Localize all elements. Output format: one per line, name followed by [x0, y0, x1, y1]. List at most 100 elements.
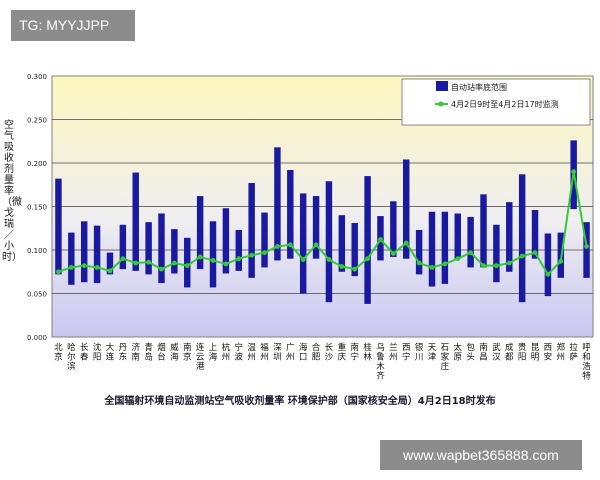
range-bar: [145, 222, 152, 275]
watermark-bottom: www.wapbet365888.com: [380, 440, 582, 470]
monitor-point: [133, 260, 139, 266]
range-bar: [222, 208, 230, 274]
legend: 自动站率底范围 4月2日9时至4月2日17时监测: [401, 78, 591, 126]
monitor-point: [378, 237, 383, 242]
y-tick-label: 0.100: [27, 247, 47, 255]
range-bar: [506, 202, 513, 272]
monitor-point: [519, 253, 525, 259]
x-tick-label: 长沙: [325, 342, 334, 363]
x-tick-label: 贵阳: [518, 342, 527, 363]
monitor-point: [56, 269, 61, 275]
range-bar: [493, 224, 500, 283]
monitor-point: [146, 259, 152, 265]
monitor-point: [107, 268, 113, 274]
range-bar: [274, 147, 281, 261]
range-bar: [196, 196, 204, 270]
x-tick-label: 广州: [286, 342, 295, 363]
range-bar: [132, 172, 139, 271]
range-bar: [119, 224, 127, 270]
range-bar: [312, 196, 320, 259]
range-bar: [209, 221, 217, 288]
monitor-point: [571, 169, 577, 175]
monitor-point: [326, 257, 332, 262]
range-bar: [248, 183, 255, 278]
range-bar: [325, 181, 333, 303]
legend-line-marker: [438, 101, 444, 107]
range-bar: [480, 194, 487, 268]
x-tick-label: 海口: [299, 342, 308, 363]
monitor-point: [94, 265, 100, 270]
x-tick-label: 包头: [466, 342, 475, 363]
range-bar: [441, 211, 449, 284]
legend-range-label: 自动站率底范围: [451, 82, 507, 92]
monitor-point: [429, 265, 435, 270]
monitor-point: [249, 252, 255, 258]
range-bar: [184, 237, 191, 288]
range-bar: [351, 223, 358, 277]
monitor-point: [313, 242, 319, 248]
range-bar: [544, 233, 552, 297]
y-tick-label: 0.050: [27, 291, 47, 299]
range-bar: [415, 229, 423, 275]
x-tick-label: 北京: [54, 343, 63, 363]
x-tick-label: 大连: [106, 342, 115, 363]
range-bar: [80, 221, 88, 283]
monitor-point: [416, 260, 422, 266]
monitor-point: [120, 256, 126, 262]
monitor-point: [287, 242, 293, 248]
monitor-point: [506, 260, 512, 266]
monitor-point: [455, 256, 461, 262]
monitor-point: [584, 244, 589, 249]
range-bar: [338, 215, 346, 272]
monitor-point: [81, 263, 87, 269]
monitor-point: [352, 266, 358, 272]
x-tick-label: 呼和浩特: [582, 342, 591, 382]
x-tick-label: 西安: [544, 343, 553, 363]
y-tick-label: 0.000: [27, 334, 47, 342]
range-bar: [68, 232, 75, 285]
x-tick-label: 青岛: [144, 342, 153, 363]
monitor-point: [390, 251, 396, 256]
monitor-point: [403, 240, 409, 246]
x-tick-label: 昆明: [531, 343, 540, 363]
monitor-point: [481, 263, 486, 269]
x-tick-label: 宁波: [235, 342, 244, 363]
monitor-point: [532, 250, 538, 256]
monitor-point: [442, 261, 448, 267]
x-tick-label: 乌鲁木齐: [376, 342, 385, 382]
x-tick-label: 桂林: [363, 342, 372, 363]
x-tick-label: 拉萨: [569, 342, 578, 363]
range-bar: [390, 201, 397, 257]
monitor-point: [223, 261, 229, 267]
monitor-point: [210, 258, 216, 263]
monitor-point: [159, 266, 164, 272]
x-tick-label: 武汉: [492, 342, 501, 363]
x-tick-label: 郑州: [557, 342, 566, 363]
y-tick-label: 0.200: [27, 160, 47, 168]
x-tick-label: 温州: [247, 342, 256, 363]
watermark-top: TG: MYYJJPP: [11, 10, 135, 41]
range-bar: [467, 216, 474, 268]
monitor-point: [493, 263, 499, 269]
range-bar: [299, 193, 307, 294]
x-tick-label: 重庆: [338, 342, 347, 363]
legend-line-label: 4月2日9时至4月2日17时监测: [451, 99, 559, 109]
range-bar: [454, 213, 461, 259]
x-tick-label: 烟台: [157, 343, 166, 363]
range-bar: [55, 178, 62, 275]
monitor-point: [184, 263, 190, 269]
x-tick-label: 长春: [80, 342, 89, 363]
x-tick-label: 西宁: [402, 343, 411, 363]
range-bar: [106, 252, 114, 275]
x-tick-label: 南宁: [350, 342, 359, 363]
y-tick-label: 0.250: [27, 117, 47, 125]
range-bar: [583, 222, 590, 278]
monitor-point: [262, 250, 267, 256]
y-axis-label: 空气吸收剂量率（微戈瑞／小时）: [2, 120, 22, 263]
x-tick-label: 合肥: [312, 342, 321, 363]
x-tick-label: 丹东: [119, 343, 128, 363]
x-tick-label: 兰州: [389, 342, 398, 363]
range-bar: [428, 211, 436, 287]
monitor-point: [171, 260, 177, 266]
